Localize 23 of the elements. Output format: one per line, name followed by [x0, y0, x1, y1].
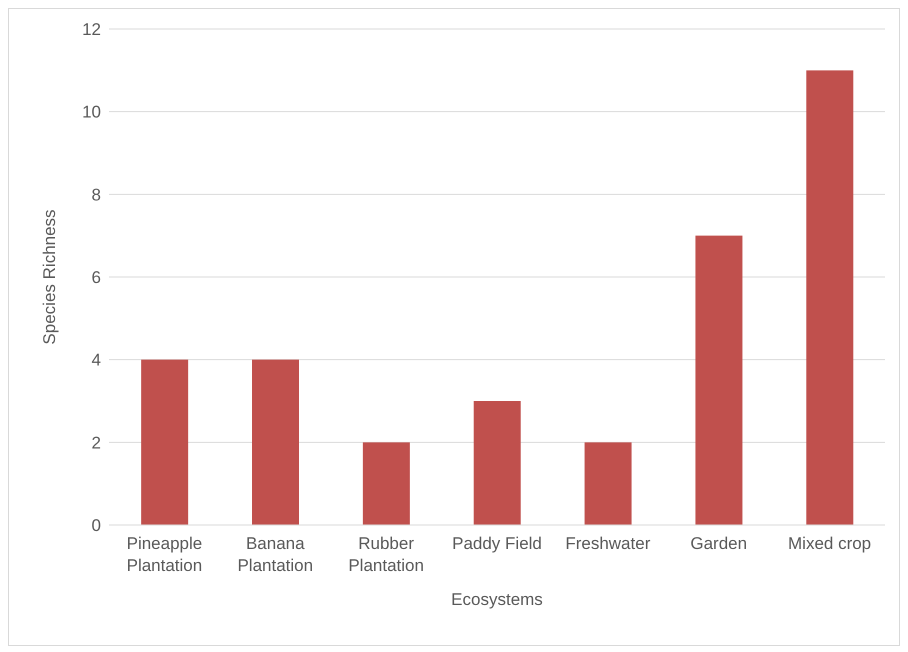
x-axis-title: Ecosystems	[451, 590, 543, 609]
y-tick-label: 0	[92, 516, 101, 536]
bar	[141, 360, 188, 525]
y-tick-label: 8	[92, 185, 101, 204]
x-tick-label: Freshwater	[565, 534, 651, 553]
x-tick-label: Garden	[690, 534, 748, 553]
bar	[584, 442, 632, 525]
y-tick-label: 2	[92, 433, 101, 452]
x-tick-label: Paddy Field	[452, 534, 542, 553]
y-tick-label: 6	[92, 268, 101, 288]
x-tick-label: Rubber Plantation	[348, 534, 424, 575]
x-tick-label: Mixed crop	[788, 534, 872, 553]
bar	[695, 236, 742, 525]
bar	[806, 70, 854, 525]
bar	[252, 360, 300, 525]
bar	[362, 442, 410, 525]
bar	[474, 401, 521, 525]
y-tick-label: 12	[82, 20, 101, 40]
y-tick-label: 4	[92, 350, 101, 370]
x-tick-label: Pineapple Plantation	[126, 534, 202, 575]
y-tick-label: 10	[82, 102, 101, 122]
x-tick-label: Banana Plantation	[237, 534, 314, 575]
y-axis-title: Species Richness	[40, 209, 60, 345]
